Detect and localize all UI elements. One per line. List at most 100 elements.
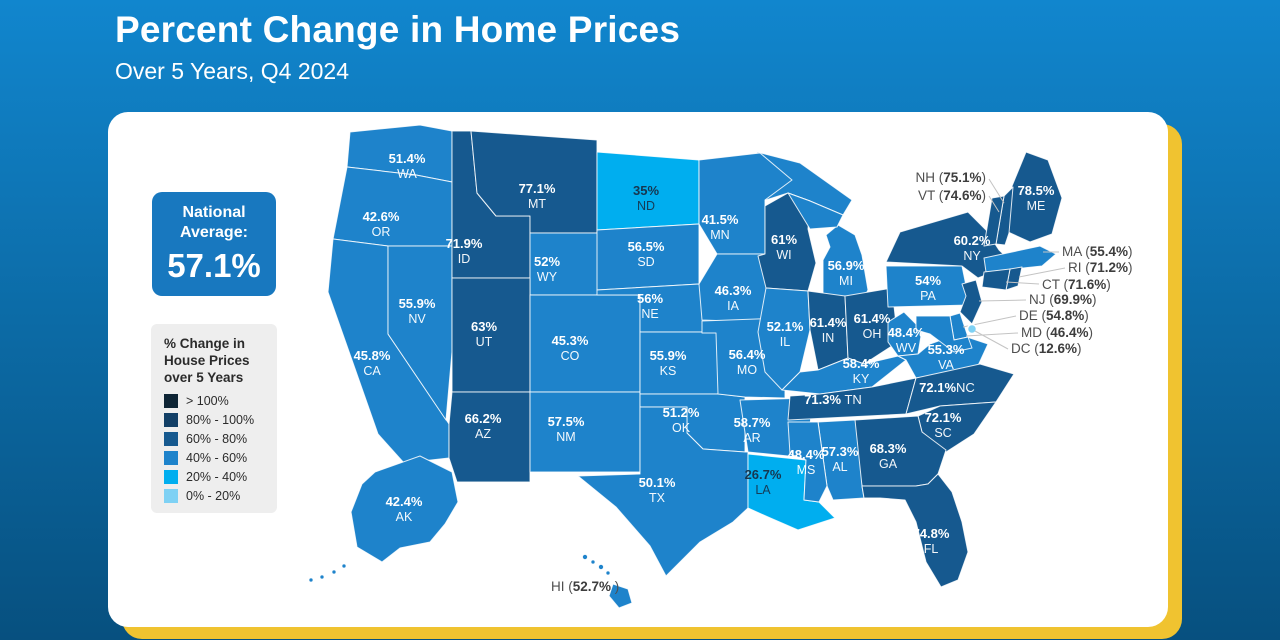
legend-item-label: 80% - 100% xyxy=(186,413,255,427)
state-label-AR: 58.7% AR xyxy=(734,415,771,445)
callout-DC: DC (12.6%) xyxy=(1011,341,1082,356)
callout-line-CT xyxy=(1005,281,1040,285)
state-NY[interactable] xyxy=(885,211,1015,279)
state-label-WV: 48.4% WV xyxy=(888,325,925,355)
state-HI-island[interactable] xyxy=(605,570,611,576)
state-MD[interactable] xyxy=(915,315,973,353)
page-subtitle: Over 5 Years, Q4 2024 xyxy=(115,58,349,84)
state-AK[interactable] xyxy=(350,455,459,563)
legend-title: % Change in House Prices over 5 Years xyxy=(164,336,250,385)
state-label-CO: 45.3% CO xyxy=(552,333,589,363)
legend-item-label: 20% - 40% xyxy=(186,470,248,484)
state-label-KY: 58.4% KY xyxy=(843,356,880,386)
state-label-MI: 56.9% MI xyxy=(828,258,865,288)
callout-line-DC xyxy=(974,330,1009,350)
state-label-WI: 61% WI xyxy=(771,232,797,262)
legend-item: 80% - 100% xyxy=(164,413,277,427)
state-MI[interactable] xyxy=(787,192,844,230)
state-NM[interactable] xyxy=(529,391,641,473)
legend-items: > 100% 80% - 100% 60% - 80% 40% - 60% 20% - … xyxy=(164,394,277,503)
state-label-MN: 41.5% MN xyxy=(702,212,739,242)
callout-DE: DE (54.8%) xyxy=(1019,308,1089,323)
callout-line-RI xyxy=(1018,267,1066,278)
state-label-IN: 61.4% IN xyxy=(810,315,847,345)
state-label-SC: 72.1% SC xyxy=(925,410,962,440)
state-label-IL: 52.1% IL xyxy=(767,319,804,349)
callout-VT: VT (74.6%) xyxy=(918,188,986,203)
state-label-ME: 78.5% ME xyxy=(1018,183,1055,213)
state-label-KS: 55.9% KS xyxy=(650,348,687,378)
state-KS[interactable] xyxy=(639,331,721,395)
page-title: Percent Change in Home Prices xyxy=(115,9,681,50)
state-label-OK: 51.2% OK xyxy=(663,405,700,435)
state-HI-island[interactable] xyxy=(598,564,604,570)
state-DC-dot[interactable] xyxy=(966,323,978,335)
state-label-LA: 26.7% LA xyxy=(745,467,782,497)
state-label-WY: 52% WY xyxy=(534,254,560,284)
state-label-NE: 56% NE xyxy=(637,291,663,321)
legend-item: 40% - 60% xyxy=(164,451,277,465)
callout-HI: HI (52.7% ) xyxy=(551,579,619,594)
state-label-TN: 71.3% TN xyxy=(804,392,862,407)
state-label-ID: 71.9% ID xyxy=(446,236,483,266)
state-OR[interactable] xyxy=(332,166,453,247)
state-label-OH: 61.4% OH xyxy=(854,311,891,341)
callout-line-NH xyxy=(988,178,1005,204)
state-label-OR: 42.6% OR xyxy=(363,209,400,239)
legend-swatch xyxy=(164,489,178,503)
callout-NH: NH (75.1%) xyxy=(915,170,986,185)
state-label-VA: 55.3% VA xyxy=(928,342,965,372)
state-AK-island[interactable] xyxy=(319,574,325,580)
state-AK-island[interactable] xyxy=(308,577,314,583)
state-MA[interactable] xyxy=(983,245,1057,273)
state-NV[interactable] xyxy=(387,245,453,421)
legend-item-label: 60% - 80% xyxy=(186,432,248,446)
legend-item: 20% - 40% xyxy=(164,470,277,484)
legend-item-label: 0% - 20% xyxy=(186,489,241,503)
national-average-box: National Average: 57.1% xyxy=(152,192,276,296)
state-AK-island[interactable] xyxy=(341,563,347,569)
state-label-MS: 48.4% MS xyxy=(788,447,825,477)
state-VT[interactable] xyxy=(983,195,1005,247)
callout-line-VT xyxy=(988,195,1000,213)
state-label-SD: 56.5% SD xyxy=(628,239,665,269)
state-ME[interactable] xyxy=(1007,151,1063,243)
state-MS[interactable] xyxy=(787,421,828,503)
state-CT[interactable] xyxy=(981,268,1011,291)
legend-item-label: 40% - 60% xyxy=(186,451,248,465)
legend-swatch xyxy=(164,451,178,465)
state-HI[interactable] xyxy=(608,583,633,609)
state-label-NV: 55.9% NV xyxy=(399,296,436,326)
state-label-TX: 50.1% TX xyxy=(639,475,676,505)
state-HI-island[interactable] xyxy=(582,554,588,560)
state-label-NM: 57.5% NM xyxy=(548,414,585,444)
callout-MD: MD (46.4%) xyxy=(1021,325,1093,340)
state-TX[interactable] xyxy=(577,406,749,577)
callout-NJ: NJ (69.9%) xyxy=(1029,292,1097,307)
state-label-AL: 57.3% AL xyxy=(822,444,859,474)
legend-swatch xyxy=(164,432,178,446)
legend-item: 60% - 80% xyxy=(164,432,277,446)
legend-swatch xyxy=(164,394,178,408)
legend: % Change in House Prices over 5 Years > 10… xyxy=(151,324,277,513)
state-label-UT: 63% UT xyxy=(471,319,497,349)
national-average-value: 57.1% xyxy=(167,247,261,284)
state-label-AZ: 66.2% AZ xyxy=(465,411,502,441)
state-OH[interactable] xyxy=(844,287,899,365)
state-FL[interactable] xyxy=(861,473,969,588)
national-average-label: National Average: xyxy=(180,204,248,241)
legend-swatch xyxy=(164,470,178,484)
state-NJ[interactable] xyxy=(959,279,983,325)
state-label-CA: 45.8% CA xyxy=(354,348,391,378)
state-label-PA: 54% PA xyxy=(915,273,941,303)
callout-CT: CT (71.6%) xyxy=(1042,277,1111,292)
legend-swatch xyxy=(164,413,178,427)
state-AK-island[interactable] xyxy=(331,569,337,575)
state-label-GA: 68.3% GA xyxy=(870,441,907,471)
callout-RI: RI (71.2%) xyxy=(1068,260,1133,275)
state-label-AK: 42.4% AK xyxy=(386,494,423,524)
state-HI-island[interactable] xyxy=(590,559,596,565)
state-label-MO: 56.4% MO xyxy=(729,347,766,377)
